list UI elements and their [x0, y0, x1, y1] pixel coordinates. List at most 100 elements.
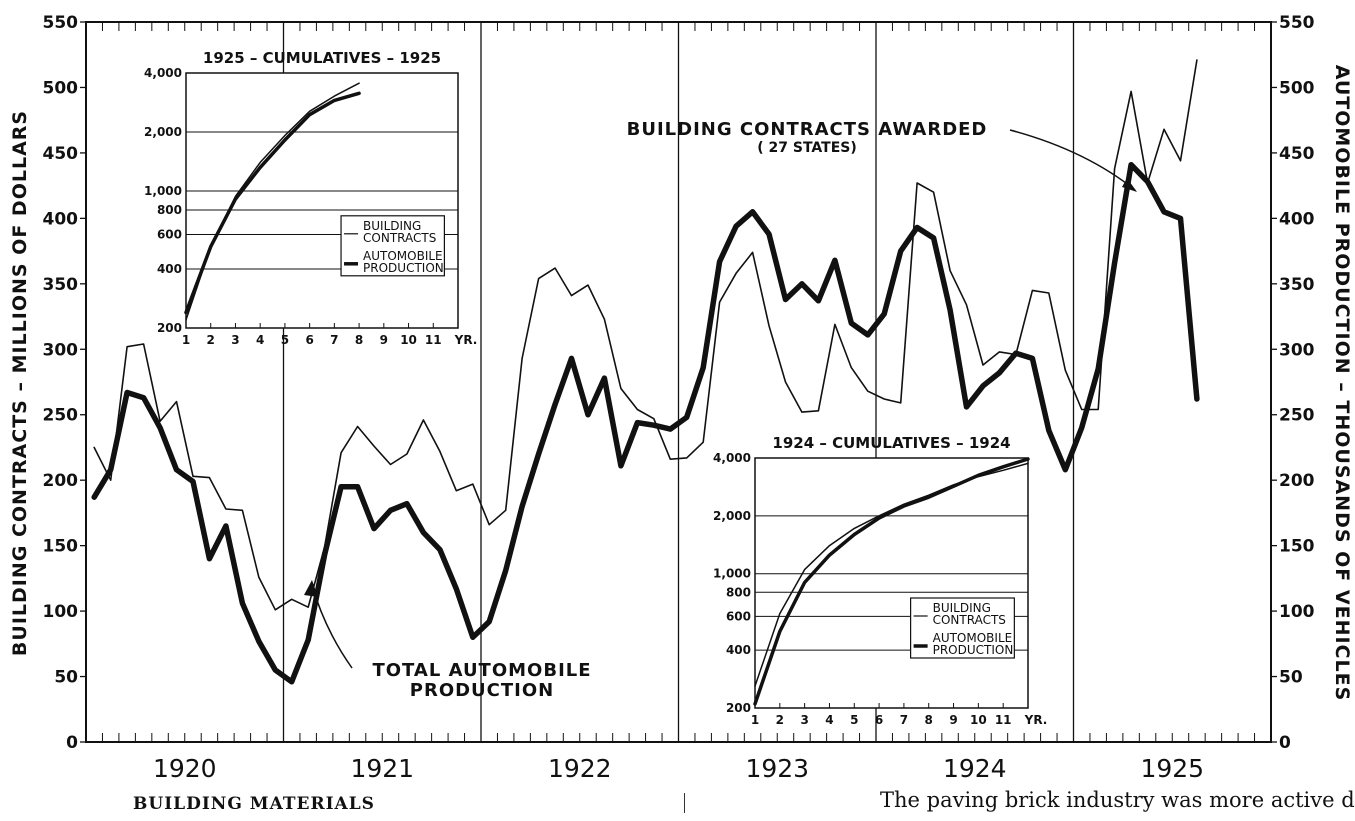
- y-tick-label-left: 0: [66, 733, 78, 753]
- inset-y-tick-label: 400: [157, 262, 182, 276]
- inset-chart-1925: 1925 – CUMULATIVES – 1925 200 400 600 800 1,0…: [144, 49, 477, 347]
- right-axis-title: AUTOMOBILE PRODUCTION – THOUSANDS OF VEH…: [1331, 65, 1353, 702]
- chart-figure: 0 0 50 50 100 100 150 150 200 200 250 250 300 300 350 3…: [9, 13, 1353, 780]
- y-tick-label-right: 100: [1279, 602, 1315, 622]
- y-tick-label-right: 500: [1279, 78, 1315, 98]
- series-automobile-production-line: [91, 161, 1200, 685]
- y-tick-label-right: 0: [1279, 733, 1291, 753]
- annotation-arrow-building: [1009, 129, 1136, 191]
- annotation-building-contracts: BUILDING CONTRACTS AWARDED: [627, 119, 988, 140]
- inset-x-tick-label: 11: [425, 333, 442, 347]
- inset-x-tick-label: 8: [355, 333, 363, 347]
- inset-x-tick-label: YR.: [454, 333, 478, 347]
- y-tick-label-right: 300: [1279, 340, 1315, 360]
- inset-legend-label: AUTOMOBILE: [363, 249, 443, 263]
- y-tick-label-left: 300: [43, 340, 79, 360]
- inset-x-tick-label: 2: [207, 333, 215, 347]
- inset-y-tick-label: 600: [726, 609, 751, 623]
- x-year-label: 1920: [153, 754, 217, 780]
- annotation-total-automobile: TOTAL AUTOMOBILE: [372, 660, 591, 681]
- inset-x-tick-label: 11: [995, 713, 1012, 727]
- inset-legend-label: CONTRACTS: [933, 613, 1006, 627]
- inset-y-tick-label: 800: [157, 203, 182, 217]
- inset-y-tick-label: 400: [726, 643, 751, 657]
- inset-x-tick-label: 4: [825, 713, 833, 727]
- inset-y-tick-label: 1,000: [144, 184, 182, 198]
- y-tick-label-right: 450: [1279, 144, 1315, 164]
- inset-x-tick-label: 9: [380, 333, 388, 347]
- inset-y-tick-label: 600: [157, 227, 182, 241]
- y-tick-label-left: 100: [43, 602, 79, 622]
- y-tick-label-left: 50: [54, 668, 78, 688]
- inset-x-tick-label: 6: [875, 713, 883, 727]
- y-tick-label-left: 200: [43, 471, 79, 491]
- inset-series-automobile-line: [184, 91, 361, 315]
- inset-x-tick-label: 1: [182, 333, 190, 347]
- inset-legend-label: CONTRACTS: [363, 231, 436, 245]
- y-tick-label-left: 150: [43, 537, 79, 557]
- y-tick-label-left: 500: [43, 78, 79, 98]
- inset-y-tick-label: 2,000: [144, 125, 182, 139]
- inset-legend-label: AUTOMOBILE: [933, 631, 1013, 645]
- y-tick-label-right: 350: [1279, 275, 1315, 295]
- plot-frame: [85, 21, 1272, 743]
- x-year-label: 1924: [943, 754, 1007, 780]
- inset-x-tick-label: 10: [400, 333, 417, 347]
- x-year-label: 1923: [745, 754, 809, 780]
- y-tick-label-right: 550: [1279, 13, 1315, 33]
- y-tick-label-right: 400: [1279, 209, 1315, 229]
- body-text: The paving brick industry was more activ…: [880, 788, 1355, 812]
- inset-x-tick-label: 5: [850, 713, 858, 727]
- inset-x-tick-label: 3: [231, 333, 239, 347]
- inset-x-tick-label: 2: [776, 713, 784, 727]
- annotation-production: PRODUCTION: [410, 680, 554, 701]
- inset-x-tick-label: 5: [281, 333, 289, 347]
- x-year-label: 1922: [548, 754, 612, 780]
- y-tick-label-left: 400: [43, 209, 79, 229]
- inset-x-tick-label: 9: [949, 713, 957, 727]
- y-tick-label-right: 200: [1279, 471, 1315, 491]
- inset-x-tick-label: 6: [305, 333, 313, 347]
- inset-legend: [910, 597, 1015, 659]
- inset-legend-label: BUILDING: [933, 601, 991, 615]
- y-tick-label-right: 50: [1279, 668, 1303, 688]
- inset-y-tick-label: 800: [726, 585, 751, 599]
- inset-series-automobile-line: [753, 457, 1030, 706]
- y-tick-label-left: 350: [43, 275, 79, 295]
- inset-x-tick-label: 4: [256, 333, 264, 347]
- inset-frame: [754, 457, 1029, 709]
- column-divider: [684, 793, 685, 813]
- annotation-arrowhead-building: [1122, 178, 1137, 192]
- annotation-arrowhead-automobile: [304, 580, 318, 597]
- x-year-label: 1925: [1140, 754, 1204, 780]
- inset-chart-1924: 1924 – CUMULATIVES – 1924 200 400 600 800 1,0…: [713, 434, 1047, 727]
- inset-x-tick-label: YR.: [1024, 713, 1048, 727]
- section-heading: BUILDING MATERIALS: [133, 794, 375, 814]
- inset-legend-label: PRODUCTION: [363, 261, 444, 275]
- inset-x-tick-label: 7: [330, 333, 338, 347]
- y-tick-label-left: 250: [43, 406, 79, 426]
- inset-x-tick-label: 8: [925, 713, 933, 727]
- y-tick-label-right: 250: [1279, 406, 1315, 426]
- inset-y-tick-label: 1,000: [713, 567, 751, 581]
- inset-y-tick-label: 4,000: [713, 451, 751, 465]
- inset-frame: [185, 72, 459, 329]
- inset-y-tick-label: 200: [726, 701, 751, 715]
- y-tick-label-right: 150: [1279, 537, 1315, 557]
- y-tick-label-left: 550: [43, 13, 79, 33]
- y-tick-label-left: 450: [43, 144, 79, 164]
- inset-y-tick-label: 200: [157, 321, 182, 335]
- left-axis-title: BUILDING CONTRACTS – MILLIONS OF DOLLARS: [9, 110, 31, 656]
- inset-legend: [340, 215, 446, 277]
- x-year-label: 1921: [350, 754, 414, 780]
- inset-y-tick-label: 2,000: [713, 509, 751, 523]
- annotation-27-states: ( 27 STATES): [757, 140, 857, 156]
- inset-x-tick-label: 7: [900, 713, 908, 727]
- inset-y-tick-label: 4,000: [144, 66, 182, 80]
- inset-legend-label: BUILDING: [363, 219, 421, 233]
- inset-title: 1924 – CUMULATIVES – 1924: [772, 434, 1010, 452]
- inset-x-tick-label: 10: [970, 713, 987, 727]
- inset-x-tick-label: 3: [800, 713, 808, 727]
- inset-legend-label: PRODUCTION: [933, 643, 1014, 657]
- inset-x-tick-label: 1: [751, 713, 759, 727]
